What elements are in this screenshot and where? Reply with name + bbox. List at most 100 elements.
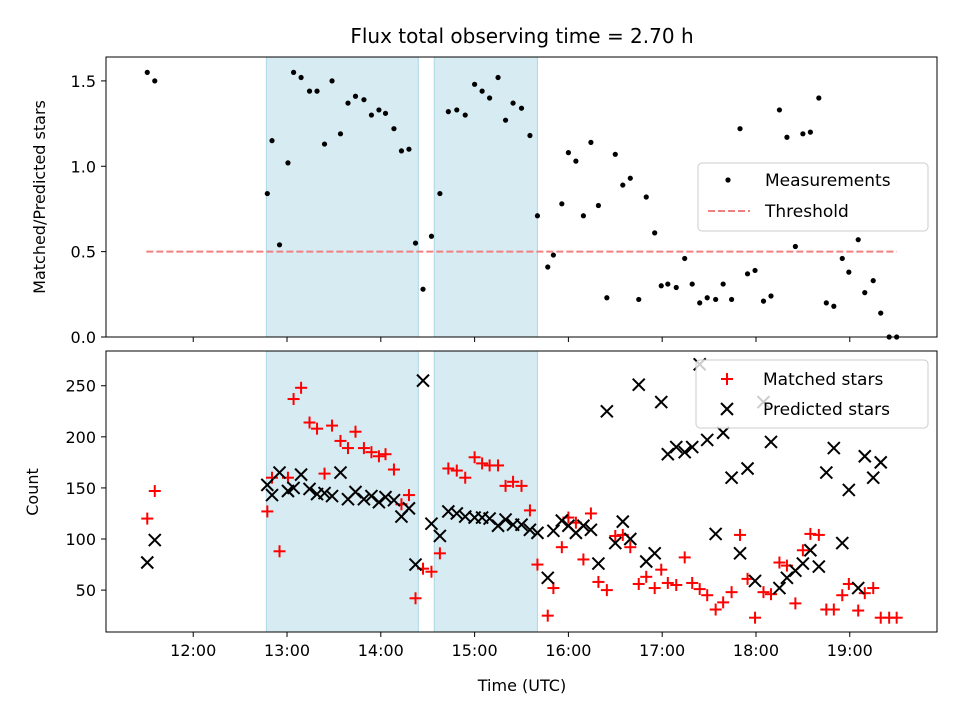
legend-counts-frame: [695, 359, 929, 429]
predicted-point-1: [148, 533, 162, 547]
predicted-point-77: [842, 483, 856, 497]
ratio-point-78: [855, 237, 861, 243]
ratio-point-71: [800, 131, 806, 137]
ratio-point-57: [689, 281, 695, 287]
matched-point-14: [349, 425, 362, 438]
matched-point-72: [804, 527, 817, 540]
matched-point-13: [341, 442, 354, 455]
ratio-point-80: [870, 278, 876, 284]
matched-point-40: [555, 541, 568, 554]
predicted-point-11: [325, 489, 339, 503]
ratio-point-62: [728, 296, 735, 303]
ratio-point-61: [720, 281, 726, 287]
matched-point-70: [789, 597, 802, 610]
matched-point-24: [425, 565, 438, 578]
y-tick-label-ratio-0: 0.0: [71, 328, 96, 347]
predicted-point-43: [576, 519, 591, 533]
y-tick-label-count-4: 250: [65, 377, 96, 396]
y-axis-label-ratio: Matched/Predicted stars: [30, 100, 49, 294]
predicted-point-19: [387, 493, 401, 507]
predicted-point-52: [647, 546, 662, 561]
shaded-interval-ratio-0: [265, 56, 419, 338]
predicted-point-44: [584, 523, 598, 537]
ratio-point-46: [604, 295, 610, 301]
ratio-point-37: [534, 213, 541, 219]
predicted-point-76: [835, 536, 849, 550]
ratio-point-34: [510, 100, 516, 106]
predicted-point-59: [700, 433, 714, 447]
ratio-point-55: [673, 284, 679, 291]
y-tick-label-count-0: 50: [76, 581, 96, 600]
predicted-point-75: [827, 441, 841, 455]
chart-title: Flux total observing time = 2.70 h: [350, 24, 693, 48]
matched-point-26: [442, 462, 455, 475]
matched-point-19: [387, 463, 400, 476]
ratio-point-6: [290, 69, 297, 75]
ratio-point-24: [428, 233, 435, 239]
matched-point-35: [515, 479, 528, 492]
matched-point-54: [661, 576, 674, 589]
ratio-point-56: [682, 255, 688, 262]
predicted-point-36: [523, 523, 537, 537]
matched-point-61: [717, 596, 730, 609]
predicted-point-62: [724, 470, 739, 485]
ratio-point-38: [545, 264, 551, 270]
matched-point-57: [686, 576, 699, 589]
matched-point-56: [678, 551, 691, 564]
matched-point-55: [670, 578, 683, 591]
predicted-point-80: [866, 470, 880, 485]
matched-point-9: [311, 422, 324, 435]
ratio-point-69: [784, 134, 790, 140]
ratio-point-3: [269, 138, 275, 144]
predicted-point-23: [416, 373, 430, 388]
matched-point-80: [867, 582, 880, 595]
ratio-point-54: [665, 281, 671, 287]
x-tick-label-6: 18:00: [733, 641, 779, 660]
matched-point-59: [701, 589, 714, 602]
predicted-point-25: [433, 529, 447, 543]
matched-point-60: [709, 603, 722, 616]
matched-point-51: [640, 570, 653, 583]
ratio-point-43: [580, 213, 587, 219]
ratio-point-31: [487, 95, 493, 101]
ratio-point-39: [550, 252, 556, 258]
matched-point-50: [632, 577, 645, 590]
matched-point-65: [749, 611, 762, 624]
ratio-point-76: [839, 255, 845, 262]
predicted-point-39: [546, 524, 561, 538]
matched-point-17: [372, 450, 385, 463]
matched-point-3: [266, 471, 279, 484]
ratio-point-18: [382, 110, 389, 116]
predicted-point-21: [402, 501, 416, 516]
predicted-point-57: [685, 440, 699, 454]
ratio-point-77: [846, 269, 852, 275]
predicted-point-27: [450, 506, 464, 521]
matched-point-52: [648, 582, 661, 595]
ratio-point-25: [437, 190, 443, 197]
legend-ratio-frame: [697, 162, 929, 232]
predicted-point-78: [851, 581, 865, 595]
ratio-point-16: [368, 112, 375, 118]
x-axis-label: Time (UTC): [477, 676, 566, 695]
predicted-point-40: [555, 513, 569, 528]
predicted-point-72: [803, 543, 818, 557]
matched-point-75: [827, 603, 840, 616]
x-tick-label-2: 14:00: [358, 641, 404, 660]
matched-point-44: [584, 507, 597, 520]
matched-point-78: [852, 604, 865, 617]
ratio-point-74: [823, 300, 829, 306]
ratio-point-36: [527, 132, 533, 139]
ratio-point-67: [768, 293, 774, 299]
predicted-point-4: [272, 465, 287, 480]
predicted-point-55: [669, 440, 683, 454]
ratio-point-8: [306, 88, 313, 94]
predicted-point-56: [677, 445, 692, 459]
matched-point-8: [303, 416, 316, 429]
ratio-point-11: [329, 78, 335, 84]
matched-point-45: [592, 575, 605, 588]
ratio-point-58: [697, 300, 703, 306]
ratio-point-79: [862, 290, 868, 296]
legend-measurements-label: Measurements: [765, 171, 891, 191]
shaded-interval-count-0: [265, 350, 419, 633]
matched-point-62: [725, 586, 738, 599]
